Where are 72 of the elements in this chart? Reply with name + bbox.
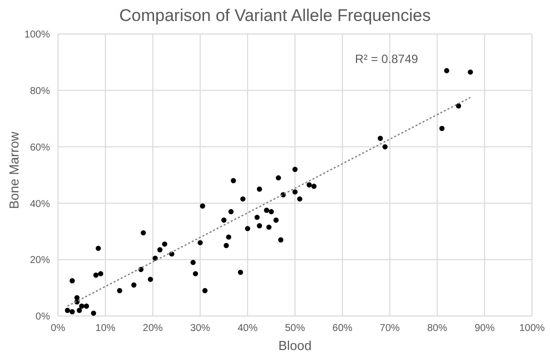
- x-tick-label: 20%: [142, 323, 163, 334]
- point: [224, 242, 229, 248]
- point: [117, 288, 122, 294]
- point: [276, 175, 282, 180]
- point: [264, 208, 270, 213]
- x-tick-label: 10%: [95, 323, 116, 334]
- point: [382, 144, 388, 150]
- point: [190, 260, 196, 266]
- point: [456, 103, 462, 109]
- point: [228, 209, 234, 214]
- point: [90, 310, 96, 316]
- point: [256, 186, 262, 192]
- point: [148, 276, 154, 282]
- y-tick-label: 60%: [30, 142, 50, 154]
- point: [226, 234, 232, 240]
- x-tick-label: 70%: [380, 323, 400, 334]
- point: [439, 126, 445, 132]
- y-tick-label: 20%: [30, 255, 50, 266]
- x-axis-title: Blood: [278, 338, 312, 353]
- point: [268, 209, 274, 214]
- point: [221, 218, 226, 223]
- point: [378, 136, 383, 141]
- point: [96, 246, 101, 251]
- point: [84, 304, 90, 309]
- point: [162, 241, 168, 247]
- point: [278, 237, 284, 242]
- point: [198, 240, 203, 246]
- point: [74, 295, 80, 300]
- y-tick-label: 80%: [30, 86, 50, 97]
- x-tick-label: 80%: [427, 323, 448, 334]
- point: [273, 218, 279, 223]
- x-tick-label: 90%: [474, 323, 495, 334]
- y-tick-label: 40%: [30, 198, 50, 210]
- chart-title: Comparison of Variant Allele Frequencies: [118, 6, 432, 26]
- x-tick-label: 0%: [50, 323, 66, 334]
- point: [266, 224, 272, 230]
- point: [245, 226, 250, 232]
- point: [93, 272, 99, 278]
- point: [200, 203, 206, 209]
- point: [76, 308, 82, 313]
- point: [254, 214, 260, 220]
- point: [292, 166, 298, 172]
- y-tick-label: 0%: [36, 312, 50, 323]
- point: [140, 230, 146, 236]
- x-tick-label: 60%: [332, 323, 353, 334]
- point: [256, 223, 262, 228]
- point: [70, 309, 75, 314]
- point: [152, 256, 158, 261]
- point: [297, 196, 302, 202]
- point: [157, 247, 163, 252]
- point: [306, 182, 312, 188]
- x-tick-label: 30%: [190, 323, 210, 334]
- x-tick-label: 100%: [519, 323, 545, 334]
- x-tick-label: 50%: [284, 323, 306, 334]
- y-tick-label: 100%: [24, 30, 50, 41]
- point: [311, 184, 317, 189]
- y-axis-title: Bone Marrow: [6, 131, 22, 209]
- point: [292, 189, 298, 195]
- point: [98, 271, 104, 276]
- point: [240, 196, 246, 202]
- point: [202, 288, 208, 294]
- point: [444, 68, 450, 74]
- point: [192, 271, 198, 276]
- point: [238, 270, 244, 275]
- x-tick-label: 40%: [238, 323, 258, 334]
- point: [64, 308, 70, 313]
- annotation: R² = 0.8749: [355, 52, 418, 66]
- point: [79, 304, 84, 309]
- point: [230, 178, 236, 184]
- point: [131, 282, 136, 288]
- point: [468, 69, 473, 75]
- point: [70, 278, 75, 284]
